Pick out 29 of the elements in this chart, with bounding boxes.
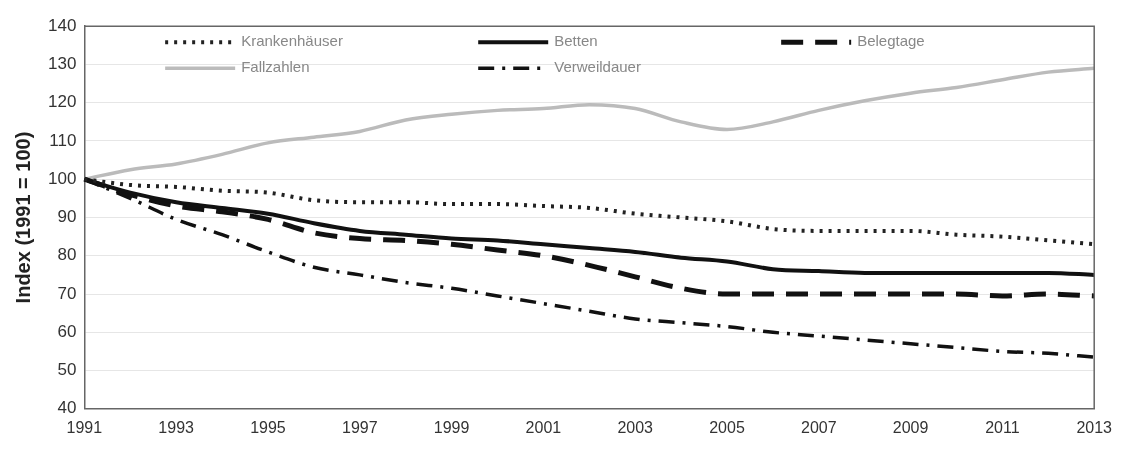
y-axis-title: Index (1991 = 100)	[11, 131, 34, 304]
y-tick-label: 140	[47, 15, 77, 35]
y-tick-label: 60	[57, 321, 77, 341]
y-tick-label: 110	[49, 130, 77, 150]
x-tick-label: 2007	[801, 418, 837, 436]
x-tick-label: 2005	[709, 418, 745, 436]
x-tick-label: 2013	[1076, 418, 1113, 436]
x-tick-label: 1999	[433, 418, 470, 436]
y-tick-label: 70	[57, 283, 77, 303]
x-tick-label: 2011	[985, 418, 1020, 436]
legend-label: Verweildauer	[554, 58, 641, 76]
x-tick-label: 1997	[341, 418, 378, 436]
legend-label: Fallzahlen	[241, 58, 310, 76]
legend-label: Betten	[554, 32, 598, 50]
y-tick-label: 50	[57, 360, 77, 380]
x-tick-label: 1991	[66, 418, 103, 436]
x-tick-label: 2001	[525, 418, 562, 436]
y-tick-label: 120	[47, 92, 77, 112]
y-tick-label: 100	[47, 168, 77, 188]
legend-label: Krankenhäuser	[241, 32, 343, 50]
x-tick-label: 2003	[617, 418, 654, 436]
x-tick-label: 2009	[892, 418, 929, 436]
x-tick-label: 1993	[158, 418, 195, 436]
y-tick-label: 130	[47, 54, 77, 74]
y-tick-label: 80	[57, 245, 77, 265]
legend-label: Belegtage	[857, 32, 925, 50]
x-tick-label: 1995	[250, 418, 286, 436]
y-tick-label: 40	[57, 398, 77, 418]
y-tick-label: 90	[57, 207, 77, 227]
